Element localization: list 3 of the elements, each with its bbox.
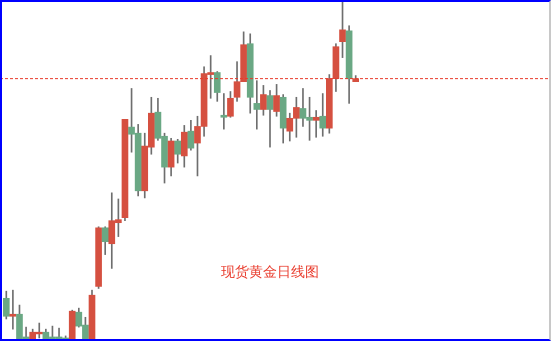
candlestick [266, 90, 274, 148]
annotation: 现货黄金日线图 [221, 264, 319, 281]
candlestick [339, 1, 346, 58]
